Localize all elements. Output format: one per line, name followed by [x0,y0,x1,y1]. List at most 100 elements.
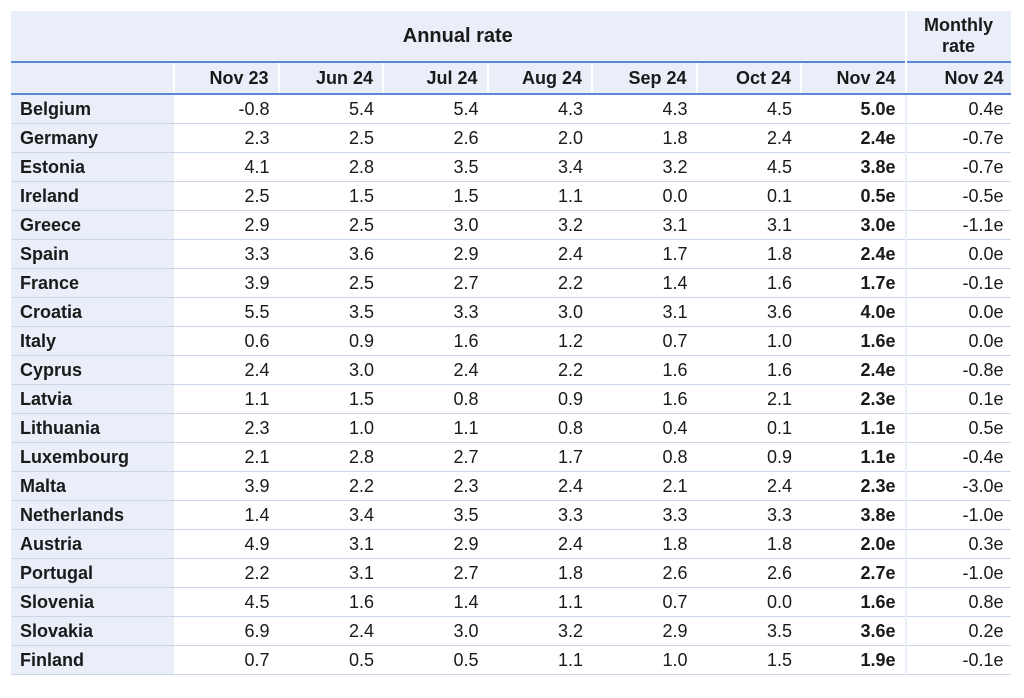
value-cell: 1.6e [801,587,906,617]
country-label: Slovenia [11,587,174,617]
country-label: Latvia [11,384,174,414]
value-cell: -0.1e [904,268,1011,298]
value-cell: 2.1 [696,384,801,414]
value-cell: 0.1 [696,181,801,211]
value-cell: -0.4e [904,442,1011,472]
value-cell: 3.5 [383,152,488,182]
value-cell: 2.2 [278,471,383,501]
value-cell: 2.9 [383,239,488,269]
value-cell: 0.0e [904,297,1011,327]
value-cell: 2.6 [592,558,697,588]
value-cell: 1.6 [696,355,801,385]
value-cell: 0.7 [592,587,697,617]
value-cell: 0.0e [904,326,1011,356]
value-cell: 2.0 [487,123,592,153]
table-row: Malta 3.9 2.2 2.3 2.4 2.1 2.4 2.3e -3.0e [11,471,1011,501]
column-header: Nov 24 [800,61,906,95]
value-cell: 4.5 [174,587,279,617]
value-cell: 2.9 [592,616,697,646]
value-cell: 5.0e [801,94,906,124]
value-cell: 2.3e [801,384,906,414]
value-cell: 2.4 [487,239,592,269]
value-cell: 3.2 [487,210,592,240]
value-cell: 2.5 [278,268,383,298]
value-cell: 1.1 [383,413,488,443]
table-row: Latvia 1.1 1.5 0.8 0.9 1.6 2.1 2.3e 0.1e [11,384,1011,414]
value-cell: 1.6 [383,326,488,356]
table-row: Estonia 4.1 2.8 3.5 3.4 3.2 4.5 3.8e -0.7e [11,152,1011,182]
value-cell: 2.3 [174,413,279,443]
value-cell: 2.4 [383,355,488,385]
value-cell: 1.1e [801,442,906,472]
value-cell: 5.4 [383,94,488,124]
value-cell: 1.1e [801,413,906,443]
value-cell: 0.5 [278,645,383,675]
value-cell: 5.4 [278,94,383,124]
value-cell: 3.0e [801,210,906,240]
column-header-row: Nov 23 Jun 24 Jul 24 Aug 24 Sep 24 Oct 24 Nov … [11,61,1011,95]
country-label: Germany [11,123,174,153]
value-cell: 4.3 [592,94,697,124]
country-label: Ireland [11,181,174,211]
table-row: Austria 4.9 3.1 2.9 2.4 1.8 1.8 2.0e 0.3e [11,529,1011,559]
value-cell: 2.7 [383,268,488,298]
value-cell: 2.6 [383,123,488,153]
table-row: Greece 2.9 2.5 3.0 3.2 3.1 3.1 3.0e -1.1e [11,210,1011,240]
value-cell: -1.0e [904,500,1011,530]
country-label: Malta [11,471,174,501]
value-cell: 3.8e [801,500,906,530]
value-cell: 0.5 [383,645,488,675]
inflation-table-container: Annual rate Monthly rate Nov 23 Jun 24 Jul… [11,11,1011,675]
value-cell: -0.8e [904,355,1011,385]
country-label: Estonia [11,152,174,182]
value-cell: 2.1 [174,442,279,472]
value-cell: 2.4e [801,239,906,269]
value-cell: 1.7e [801,268,906,298]
column-header: Aug 24 [486,61,592,95]
value-cell: 0.0e [904,239,1011,269]
value-cell: 3.1 [592,210,697,240]
value-cell: 0.8 [383,384,488,414]
value-cell: 3.4 [278,500,383,530]
annual-rate-header: Annual rate [11,11,906,62]
value-cell: 6.9 [174,616,279,646]
value-cell: 2.9 [174,210,279,240]
value-cell: 0.4 [592,413,697,443]
country-label: Cyprus [11,355,174,385]
value-cell: 0.7 [174,645,279,675]
group-header-row: Annual rate Monthly rate [11,11,1011,62]
value-cell: 2.7 [383,442,488,472]
country-label: Greece [11,210,174,240]
value-cell: 0.0 [696,587,801,617]
table-row: Germany 2.3 2.5 2.6 2.0 1.8 2.4 2.4e -0.7e [11,123,1011,153]
value-cell: 3.3 [696,500,801,530]
value-cell: 1.1 [487,181,592,211]
value-cell: 2.6 [696,558,801,588]
value-cell: 3.3 [383,297,488,327]
value-cell: -1.0e [904,558,1011,588]
value-cell: 3.9 [174,471,279,501]
value-cell: 2.1 [592,471,697,501]
table-row: Luxembourg 2.1 2.8 2.7 1.7 0.8 0.9 1.1e -0.4e [11,442,1011,472]
table-row: Spain 3.3 3.6 2.9 2.4 1.7 1.8 2.4e 0.0e [11,239,1011,269]
country-label: Lithuania [11,413,174,443]
value-cell: 1.4 [383,587,488,617]
value-cell: 1.8 [696,239,801,269]
value-cell: 2.4 [696,471,801,501]
value-cell: 3.5 [278,297,383,327]
value-cell: 2.4 [487,529,592,559]
value-cell: 1.5 [278,384,383,414]
value-cell: 3.9 [174,268,279,298]
value-cell: 2.7 [383,558,488,588]
value-cell: 1.9e [801,645,906,675]
value-cell: 2.3e [801,471,906,501]
value-cell: 3.1 [696,210,801,240]
value-cell: 3.0 [383,210,488,240]
column-header: Jun 24 [277,61,383,95]
value-cell: 2.4 [278,616,383,646]
value-cell: 1.6 [592,355,697,385]
value-cell: 1.1 [174,384,279,414]
value-cell: 0.2e [904,616,1011,646]
column-header: Jul 24 [382,61,488,95]
value-cell: 0.5e [801,181,906,211]
